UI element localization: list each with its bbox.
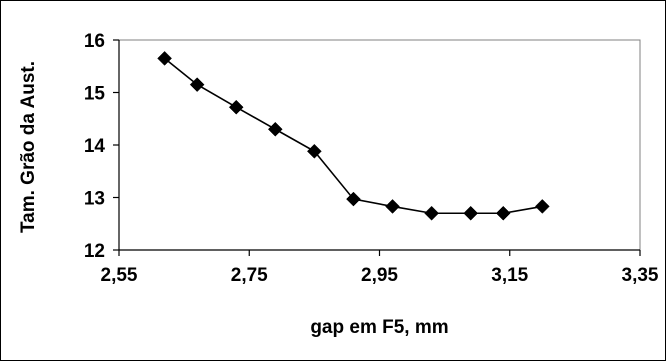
tick-marks bbox=[113, 39, 641, 256]
x-tick-label: 2,95 bbox=[361, 265, 398, 286]
x-tick-label: 2,75 bbox=[231, 265, 268, 286]
data-point bbox=[157, 51, 172, 66]
data-point bbox=[228, 99, 244, 115]
x-tick-label: 3,15 bbox=[491, 265, 528, 286]
x-tick-label: 3,35 bbox=[622, 265, 659, 286]
x-tick-label: 2,55 bbox=[101, 265, 138, 286]
data-point bbox=[307, 143, 322, 159]
data-point bbox=[385, 199, 400, 214]
data-point bbox=[346, 191, 361, 207]
tick-labels: 12 13 14 15 16 2,55 2,75 2,95 3,15 3,35 bbox=[84, 31, 659, 286]
data-point bbox=[267, 121, 283, 137]
x-axis-title: gap em F5, mm bbox=[310, 317, 448, 338]
y-tick-label: 13 bbox=[84, 189, 105, 210]
data-point bbox=[424, 205, 439, 221]
data-point bbox=[534, 199, 550, 214]
data-point bbox=[495, 205, 511, 221]
data-point bbox=[463, 205, 479, 221]
data-point bbox=[189, 77, 205, 92]
y-tick-label: 16 bbox=[84, 31, 105, 52]
plot-area bbox=[118, 39, 641, 251]
y-tick-label: 15 bbox=[84, 84, 106, 105]
y-tick-label: 12 bbox=[84, 241, 105, 262]
data-markers bbox=[157, 51, 550, 221]
y-tick-label: 14 bbox=[84, 136, 106, 157]
y-axis-title: Tam. Grão da Aust. bbox=[18, 61, 39, 233]
